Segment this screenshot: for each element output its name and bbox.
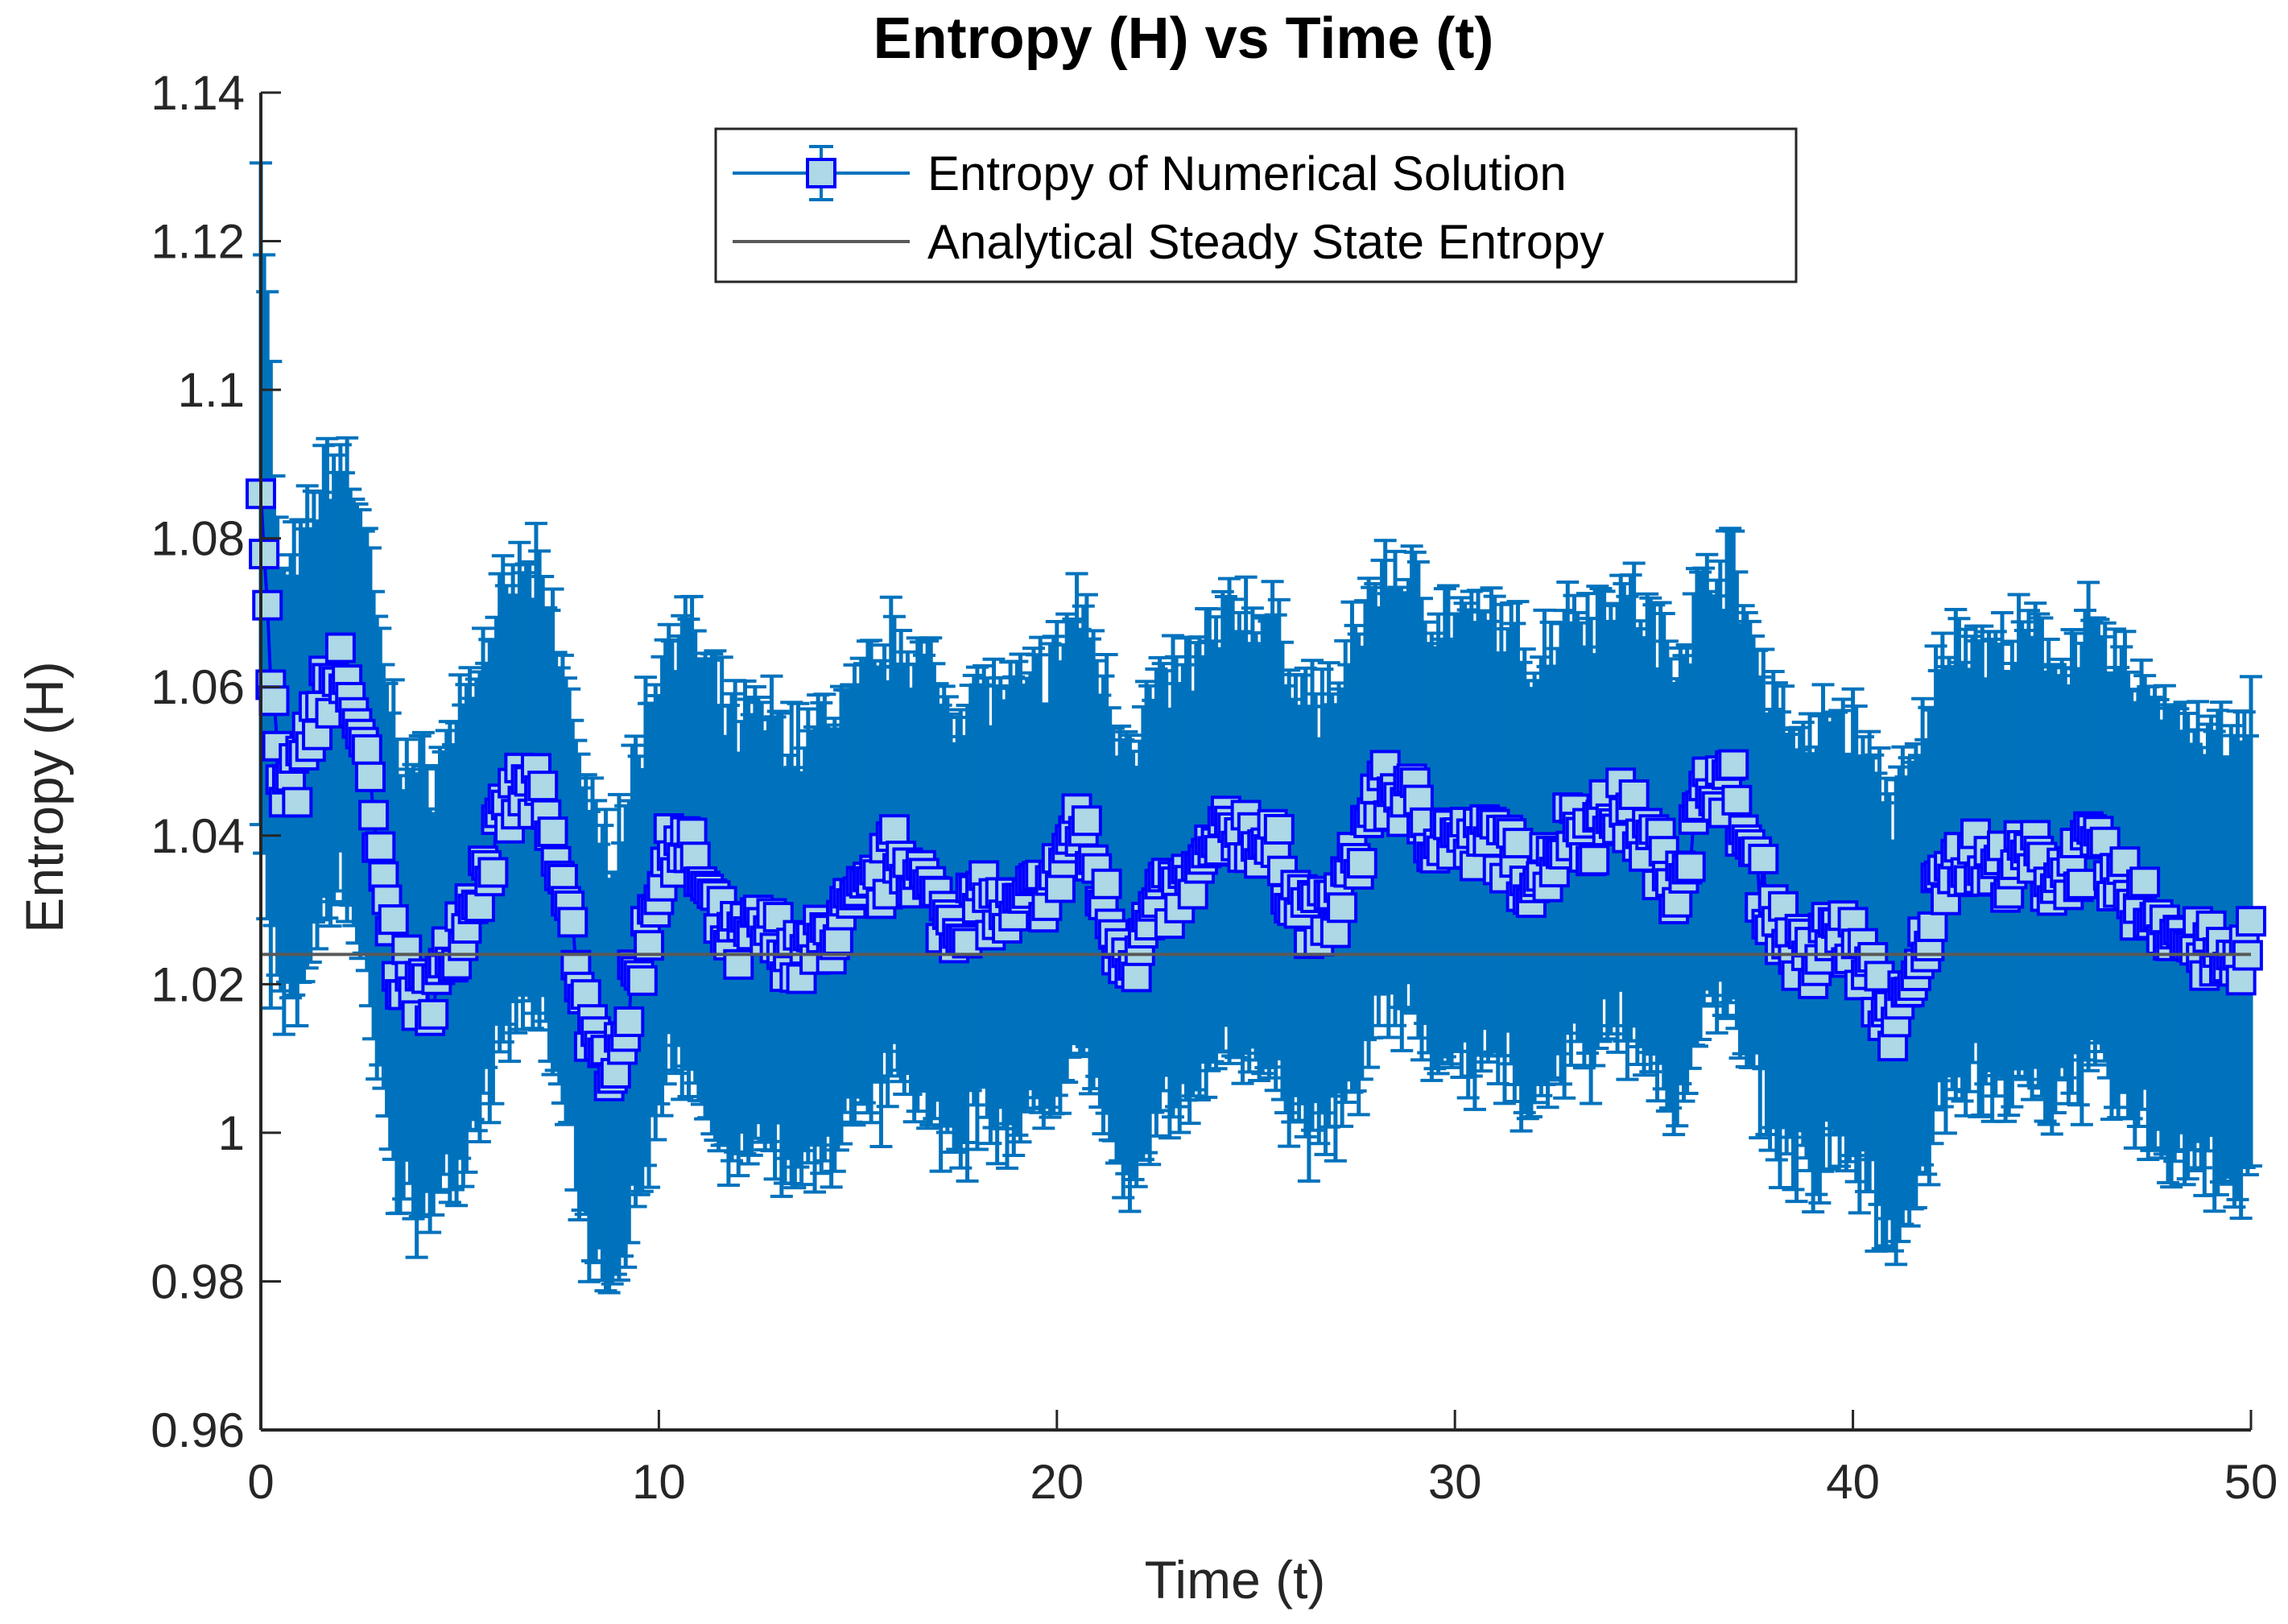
data-point-marker (418, 998, 449, 1030)
data-point-marker (1917, 911, 1948, 942)
y-tick-label: 1.02 (151, 957, 245, 1011)
y-tick-label: 1 (218, 1106, 245, 1160)
x-tick-label: 50 (2224, 1455, 2278, 1509)
legend-label-numerical: Entropy of Numerical Solution (927, 147, 1567, 200)
y-tick-label: 1.04 (151, 809, 245, 863)
data-point-marker (1071, 805, 1102, 837)
legend-box (714, 127, 1798, 283)
legend-symbol-numerical (733, 145, 910, 201)
data-point-marker (464, 891, 495, 923)
x-tick-label: 0 (247, 1455, 274, 1509)
legend: Entropy of Numerical Solution Analytical… (714, 127, 1798, 283)
y-tick-label: 0.96 (151, 1403, 245, 1457)
data-point-marker (2129, 866, 2161, 898)
x-tick-label: 40 (1826, 1455, 1880, 1509)
data-point-marker (252, 589, 283, 621)
x-tick-label: 20 (1030, 1455, 1084, 1509)
data-point-marker (613, 1006, 645, 1037)
data-point-marker (570, 979, 601, 1010)
data-point-marker (1618, 779, 1650, 810)
data-point-marker (282, 787, 313, 818)
data-point-marker (878, 814, 910, 845)
data-point-marker (351, 733, 382, 765)
data-point-marker (2225, 965, 2257, 996)
data-point-marker (2109, 846, 2141, 878)
data-point-marker (557, 907, 589, 938)
y-axis-ticks: 0.96 0.98 1 1.02 1.04 1.06 1.08 1.1 1.12 1.14 (151, 66, 281, 1457)
y-tick-label: 1.1 (178, 363, 245, 417)
data-point-marker (1718, 749, 1749, 780)
data-point-marker (1320, 917, 1351, 948)
x-tick-label: 30 (1428, 1455, 1482, 1509)
data-point-marker (1263, 813, 1295, 845)
x-axis-title: Time (t) (1145, 1550, 1326, 1610)
data-point-marker (1044, 872, 1076, 903)
data-point-marker (1177, 878, 1208, 910)
x-axis-ticks: 0 10 20 30 40 50 (247, 1410, 2278, 1509)
data-point-marker (1675, 851, 1706, 882)
data-point-marker (1721, 784, 1753, 816)
data-point-marker (249, 539, 280, 570)
data-point-marker (1502, 828, 1534, 859)
data-point-marker (1327, 892, 1358, 924)
data-point-marker (258, 685, 290, 717)
data-point-marker (1091, 868, 1122, 899)
y-tick-label: 1.12 (151, 215, 245, 269)
data-point-marker (378, 904, 409, 936)
data-point-marker (1579, 845, 1610, 876)
data-point-marker (477, 857, 509, 888)
x-tick-label: 10 (632, 1455, 686, 1509)
data-point-marker (2066, 868, 2097, 899)
data-point-marker (354, 761, 386, 792)
plot-area (246, 161, 2266, 1295)
chart-title: Entropy (H) vs Time (t) (873, 6, 1494, 71)
y-tick-label: 0.98 (151, 1254, 245, 1308)
data-point-marker (324, 632, 356, 663)
legend-marker-square (806, 158, 836, 188)
data-point-marker (626, 965, 658, 996)
data-point-marker (365, 831, 396, 862)
data-point-marker (1748, 843, 1779, 874)
data-point-marker (358, 800, 390, 831)
y-tick-label: 1.14 (151, 66, 245, 120)
y-tick-label: 1.06 (151, 660, 245, 714)
legend-label-analytical: Analytical Steady State Entropy (927, 215, 1604, 269)
data-point-marker (1346, 848, 1377, 879)
y-tick-label: 1.08 (151, 512, 245, 566)
data-point-marker (1121, 961, 1152, 993)
data-point-marker (2236, 906, 2266, 937)
y-axis-title: Entropy (H) (14, 661, 74, 932)
data-point-marker (537, 816, 568, 848)
data-point-marker (527, 771, 559, 802)
